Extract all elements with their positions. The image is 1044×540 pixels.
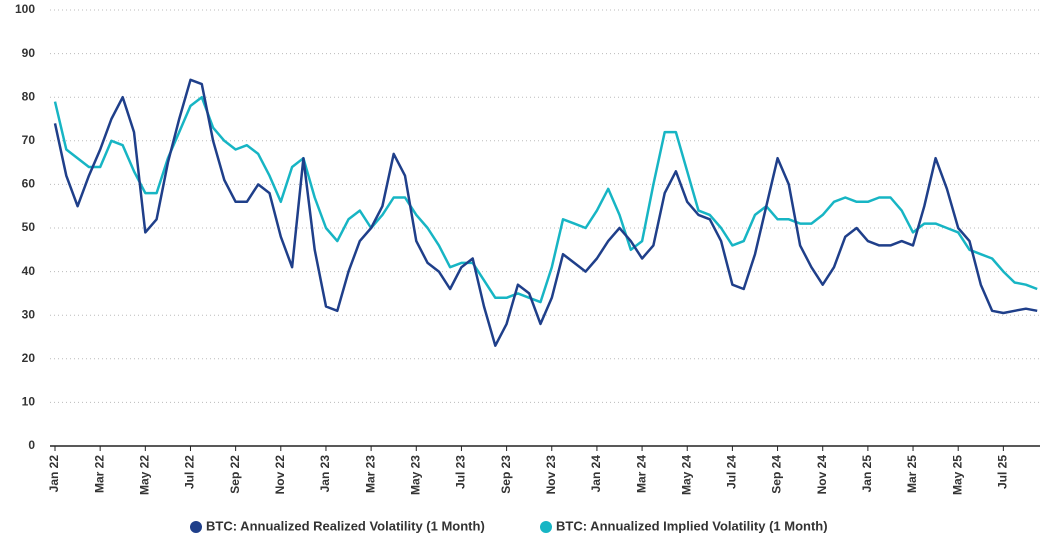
y-tick-label: 0 — [28, 438, 35, 452]
y-tick-label: 80 — [22, 89, 36, 103]
x-tick-label: Jul 25 — [996, 455, 1010, 489]
y-tick-label: 10 — [22, 395, 36, 409]
x-tick-label: Mar 25 — [905, 455, 919, 493]
x-tick-label: Sep 22 — [228, 455, 242, 494]
series-line — [53, 78, 1038, 347]
x-tick-label: Nov 22 — [273, 455, 287, 495]
x-tick-label: Jul 22 — [183, 455, 197, 489]
legend-label: BTC: Annualized Realized Volatility (1 M… — [206, 518, 485, 533]
y-tick-label: 50 — [22, 220, 36, 234]
x-tick-label: Sep 23 — [499, 455, 513, 494]
y-tick-label: 30 — [22, 307, 36, 321]
legend-label: BTC: Annualized Implied Volatility (1 Mo… — [556, 518, 828, 533]
legend-marker — [190, 521, 202, 533]
series-line — [53, 95, 1038, 304]
x-tick-label: Sep 24 — [770, 455, 784, 494]
y-tick-label: 20 — [22, 351, 36, 365]
x-tick-label: Jan 25 — [860, 455, 874, 493]
x-tick-label: Jul 24 — [725, 455, 739, 489]
x-tick-label: Jan 23 — [318, 455, 332, 493]
x-tick-label: Mar 22 — [92, 455, 106, 493]
y-tick-label: 40 — [22, 264, 36, 278]
x-tick-label: May 25 — [950, 455, 964, 495]
y-tick-label: 60 — [22, 177, 36, 191]
x-tick-label: Nov 24 — [815, 455, 829, 495]
y-tick-label: 70 — [22, 133, 36, 147]
x-tick-label: Nov 23 — [544, 455, 558, 495]
x-tick-label: Mar 23 — [363, 455, 377, 493]
x-tick-label: May 23 — [408, 455, 422, 495]
x-tick-label: May 24 — [679, 455, 693, 495]
y-tick-label: 90 — [22, 46, 36, 60]
x-tick-label: Jan 24 — [589, 455, 603, 493]
x-tick-label: Jan 22 — [47, 455, 61, 493]
legend-marker — [540, 521, 552, 533]
x-tick-label: Jul 23 — [454, 455, 468, 489]
x-tick-label: Mar 24 — [634, 455, 648, 493]
y-tick-label: 100 — [15, 2, 35, 16]
x-tick-label: May 22 — [137, 455, 151, 495]
